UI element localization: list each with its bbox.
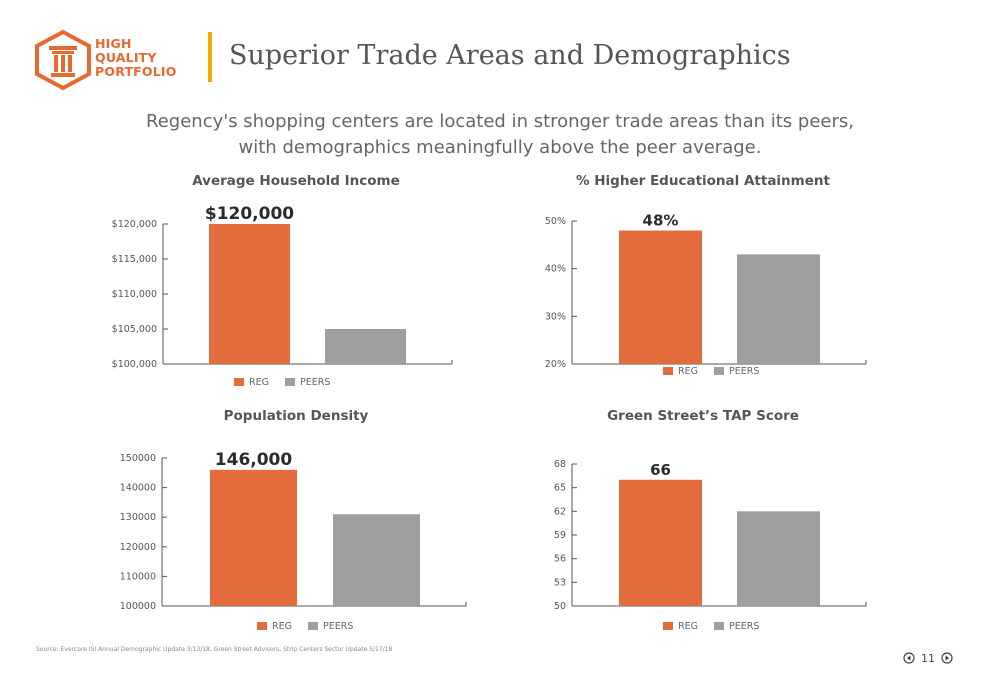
chart-title-education: % Higher Educational Attainment [576,173,830,189]
legend-swatch-reg [257,622,267,630]
page-title: Superior Trade Areas and Demographics [229,40,791,71]
legend-swatch-peers [714,367,724,375]
y-tick-label: 65 [554,483,566,494]
legend-label: REG [678,621,698,632]
next-page-icon[interactable] [941,652,953,664]
y-tick-label: 140000 [120,483,156,494]
bar-reg [619,479,702,606]
page-subtitle: Regency's shopping centers are located i… [100,109,900,161]
y-tick-label: 40% [545,264,566,275]
legend-label: REG [249,377,269,388]
data-label: 146,000 [215,450,293,470]
bar-peers [333,514,420,606]
data-label: $120,000 [205,204,294,224]
legend-swatch-reg [663,367,673,375]
previous-page-icon[interactable] [903,652,915,664]
y-tick-label: 53 [554,577,566,588]
legend-label: REG [272,621,292,632]
subtitle-line: with demographics meaningfully above the… [238,137,762,158]
chart-title-household-income: Average Household Income [192,173,400,189]
logo-line: HIGH [95,36,132,51]
y-tick-label: $120,000 [112,219,157,230]
legend-swatch-reg [663,622,673,630]
bar-reg [209,224,290,364]
legend-label: REG [678,366,698,377]
y-tick-label: 50 [554,601,566,612]
bar-reg [210,469,297,606]
title-divider [208,32,212,82]
bar-peers [737,254,820,364]
data-label: 48% [643,212,679,230]
chart-title-population-density: Population Density [223,408,369,424]
legend-label: PEERS [300,377,330,388]
logo-line: QUALITY [95,50,157,65]
logo-line: PORTFOLIO [95,64,177,79]
y-tick-label: 110000 [120,571,156,582]
y-tick-label: 20% [545,359,566,370]
pager: 11 [903,651,953,665]
y-tick-label: 59 [554,530,566,541]
y-tick-label: $115,000 [112,254,157,265]
y-tick-label: 62 [554,506,566,517]
legend-label: PEERS [323,621,353,632]
y-tick-label: 130000 [120,512,156,523]
y-tick-label: $100,000 [112,359,157,370]
y-tick-label: 50% [545,216,566,227]
legend-label: PEERS [729,621,759,632]
legend-swatch-peers [308,622,318,630]
y-tick-label: 150000 [120,453,156,464]
logo-text: HIGH QUALITY PORTFOLIO [95,37,205,79]
bar-peers [737,511,820,606]
source-note: Source: Evercore ISI Annual Demographic … [36,646,393,653]
logo-icon [35,30,91,90]
chart-title-tap-score: Green Street’s TAP Score [607,408,799,424]
legend-swatch-peers [285,378,295,386]
legend-swatch-peers [714,622,724,630]
y-tick-label: 30% [545,311,566,322]
y-tick-label: 100000 [120,601,156,612]
legend-swatch-reg [234,378,244,386]
y-tick-label: $105,000 [112,324,157,335]
bar-reg [619,230,702,364]
y-tick-label: 56 [554,554,566,565]
data-label: 66 [650,461,671,479]
y-tick-label: 68 [554,459,566,470]
legend-label: PEERS [729,366,759,377]
bar-peers [325,329,406,364]
page-number: 11 [921,651,935,665]
subtitle-line: Regency's shopping centers are located i… [146,111,854,132]
y-tick-label: 120000 [120,542,156,553]
y-tick-label: $110,000 [112,289,157,300]
